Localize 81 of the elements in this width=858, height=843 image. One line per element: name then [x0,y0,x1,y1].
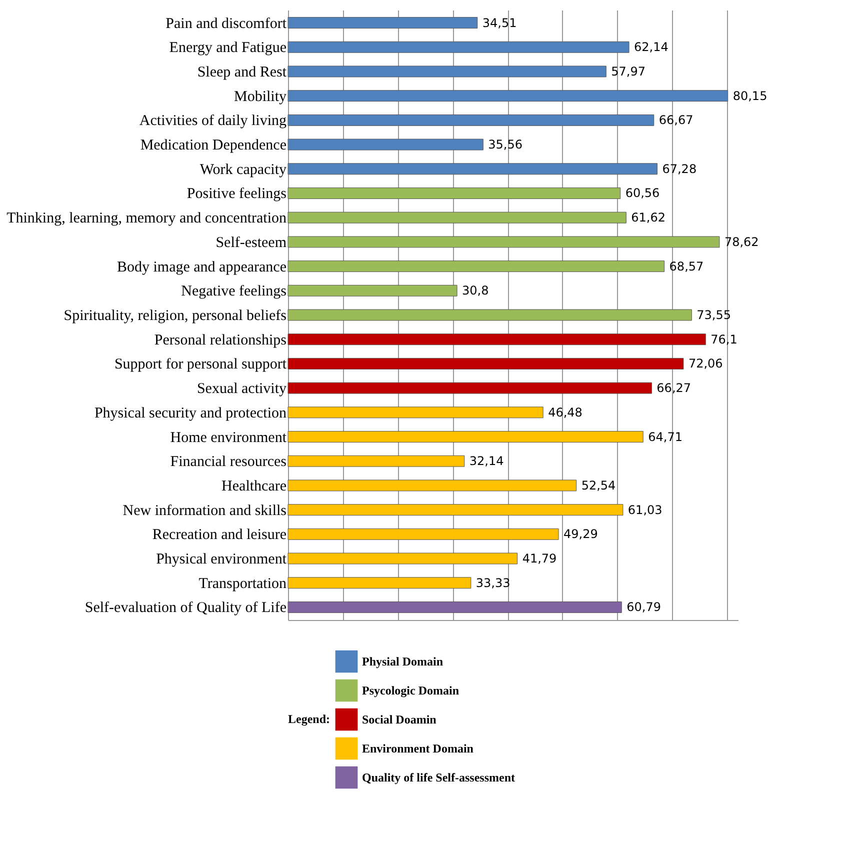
y-tick-label: Thinking, learning, memory and concentration [6,210,287,227]
y-tick-label: Healthcare [222,478,287,494]
bar [288,212,626,224]
bar [288,334,706,346]
y-tick-label: Physical environment [156,552,288,568]
y-tick-label: Home environment [170,430,288,446]
data-label: 80,15 [732,88,768,103]
bar [288,504,624,516]
y-tick-label: Support for personal support [114,356,288,373]
y-tick-label: Physical security and protection [94,405,287,422]
bar [288,138,484,150]
bar [288,431,644,442]
legend-label: Environment Domain [362,742,474,756]
data-label: 67,28 [662,162,697,176]
data-label: 72,06 [688,356,723,371]
data-label: 76,1 [710,332,738,346]
y-tick-label: Sexual activity [196,381,287,398]
data-label: 66,67 [658,113,694,128]
bar [288,480,577,492]
data-label: 73,55 [696,308,731,322]
bar [288,163,658,175]
data-label: 33,33 [476,576,510,590]
data-label: 61,03 [628,502,662,517]
data-label: 49,29 [563,527,598,542]
y-tick-label: Transportation [198,576,287,592]
bar [288,41,630,53]
y-tick-label: Medication Dependence [140,138,287,154]
bar [288,382,652,394]
y-tick-label: Financial resources [170,454,287,470]
y-tick-label: Positive feelings [186,186,287,202]
data-label: 60,79 [626,600,661,614]
data-label: 46,48 [548,405,582,420]
y-tick-label: Sleep and Rest [197,64,288,80]
legend-label: Quality of life Self-assessment [362,770,515,784]
bar [288,17,478,29]
y-tick-label: Activities of daily living [139,113,287,130]
data-label: 66,27 [656,381,692,396]
data-label: 61,62 [631,210,666,225]
y-tick-label: Recreation and leisure [152,527,287,544]
data-label: 68,57 [669,259,704,274]
data-label: 32,14 [469,454,504,468]
bar [288,455,465,467]
data-label: 34,51 [482,16,517,30]
bar [288,260,665,272]
bar [288,601,622,613]
bar [288,552,518,564]
y-tick-label: Spirituality, religion, personal beliefs [64,308,287,324]
data-label: 57,97 [611,64,646,78]
legend-title: Legend: [288,712,330,726]
data-label: 60,56 [625,186,660,200]
y-tick-label: Energy and Fatigue [169,40,287,56]
data-label: 78,62 [724,234,759,249]
bar [288,114,654,126]
data-label: 35,56 [488,138,523,152]
legend-label: Psycologic Domain [362,684,460,698]
y-tick-label: Work capacity [200,162,287,178]
y-tick-label: Mobility [234,88,287,105]
data-label: 52,54 [581,478,616,492]
bar [288,358,684,370]
bar [288,90,728,102]
data-label: 64,71 [648,430,682,444]
bar [288,66,606,78]
y-tick-label: Pain and discomfort [166,16,288,32]
y-tick-label: Personal relationships [154,332,287,348]
y-tick-label: Body image and appearance [116,259,287,276]
data-label: 62,14 [634,40,668,54]
data-label: 41,79 [522,552,557,566]
bar [288,236,720,248]
bar [288,528,559,540]
data-label: 30,8 [462,284,489,298]
bar [288,309,692,321]
y-tick-label: Negative feelings [181,284,287,300]
bar [288,577,472,589]
y-tick-label: New information and skills [122,502,287,519]
bar [288,406,544,418]
bar [288,188,621,199]
y-tick-label: Self-evaluation of Quality of Life [84,600,287,616]
legend-label: Social Doamin [362,712,437,726]
legend-label: Physial Domain [362,654,444,668]
bar [288,284,458,296]
y-tick-label: Self-esteem [216,234,287,251]
